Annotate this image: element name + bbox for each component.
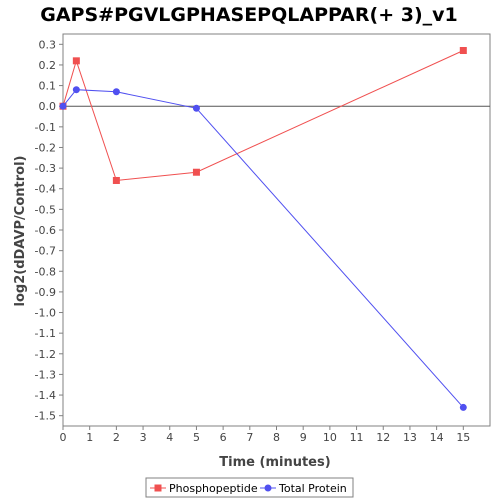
y-tick-label: -0.6 bbox=[35, 224, 56, 237]
legend: Phosphopeptide Total Protein bbox=[145, 477, 354, 498]
y-tick-label: 0.0 bbox=[39, 100, 57, 113]
x-tick-label: 8 bbox=[273, 431, 280, 444]
x-tick-label: 7 bbox=[246, 431, 253, 444]
x-tick-label: 13 bbox=[403, 431, 417, 444]
x-tick-label: 15 bbox=[456, 431, 470, 444]
x-tick-label: 4 bbox=[166, 431, 173, 444]
y-tick-label: -1.0 bbox=[35, 307, 56, 320]
y-tick-label: -0.7 bbox=[35, 245, 56, 258]
legend-marker bbox=[264, 484, 272, 492]
y-axis-label: log2(dDAVP/Control) bbox=[13, 156, 28, 307]
y-tick-label: -1.3 bbox=[35, 368, 56, 381]
data-point bbox=[72, 57, 80, 65]
data-point bbox=[459, 403, 467, 411]
chart-title: GAPS#PGVLGPHASEPQLAPPAR(+ 3)_v1 bbox=[40, 4, 458, 26]
x-axis-label: Time (minutes) bbox=[219, 455, 330, 470]
x-tick-label: 1 bbox=[86, 431, 93, 444]
x-tick-label: 5 bbox=[193, 431, 200, 444]
x-tick-label: 9 bbox=[300, 431, 307, 444]
series-total-protein bbox=[59, 86, 467, 411]
data-point bbox=[72, 86, 80, 94]
x-tick-label: 12 bbox=[376, 431, 390, 444]
x-tick-label: 2 bbox=[113, 431, 120, 444]
y-tick-label: -1.1 bbox=[35, 327, 56, 340]
x-tick-label: 10 bbox=[323, 431, 337, 444]
data-point bbox=[112, 88, 120, 96]
y-tick-label: -0.8 bbox=[35, 265, 56, 278]
data-point bbox=[192, 168, 200, 176]
x-tick-label: 14 bbox=[430, 431, 444, 444]
x-tick-label: 3 bbox=[140, 431, 147, 444]
x-tick-label: 0 bbox=[60, 431, 67, 444]
plot-frame bbox=[62, 33, 491, 427]
y-tick-label: -0.5 bbox=[35, 203, 56, 216]
y-tick-label: -1.5 bbox=[35, 410, 56, 423]
legend-marker bbox=[154, 484, 162, 492]
y-tick-label: -1.4 bbox=[35, 389, 56, 402]
y-tick-label: 0.3 bbox=[39, 38, 57, 51]
x-axis: 0 1 2 3 4 5 6 7 8 9 10 11 12 13 14 15 bbox=[60, 426, 470, 444]
legend-box bbox=[145, 477, 354, 498]
y-tick-label: -0.4 bbox=[35, 183, 56, 196]
x-tick-label: 11 bbox=[350, 431, 364, 444]
y-tick-label: -0.3 bbox=[35, 162, 56, 175]
data-point bbox=[459, 47, 467, 55]
plot-area bbox=[62, 33, 491, 427]
data-point bbox=[59, 102, 67, 110]
y-tick-label: -0.1 bbox=[35, 121, 56, 134]
data-point bbox=[112, 176, 120, 184]
y-tick-label: -0.9 bbox=[35, 286, 56, 299]
series-layer bbox=[59, 47, 467, 411]
y-tick-label: 0.2 bbox=[39, 59, 57, 72]
y-tick-label: -0.2 bbox=[35, 141, 56, 154]
data-point bbox=[192, 104, 200, 112]
y-axis: 0.3 0.2 0.1 0.0 -0.1 -0.2 -0.3 -0.4 -0.5 -0.6 -0.7… bbox=[35, 38, 63, 423]
legend-item: Phosphopeptide bbox=[150, 482, 258, 495]
legend-item: Total Protein bbox=[260, 482, 347, 495]
y-tick-label: 0.1 bbox=[39, 80, 57, 93]
y-tick-label: -1.2 bbox=[35, 348, 56, 361]
legend-label: Phosphopeptide bbox=[169, 482, 258, 495]
legend-label: Total Protein bbox=[278, 482, 347, 495]
x-tick-label: 6 bbox=[220, 431, 227, 444]
